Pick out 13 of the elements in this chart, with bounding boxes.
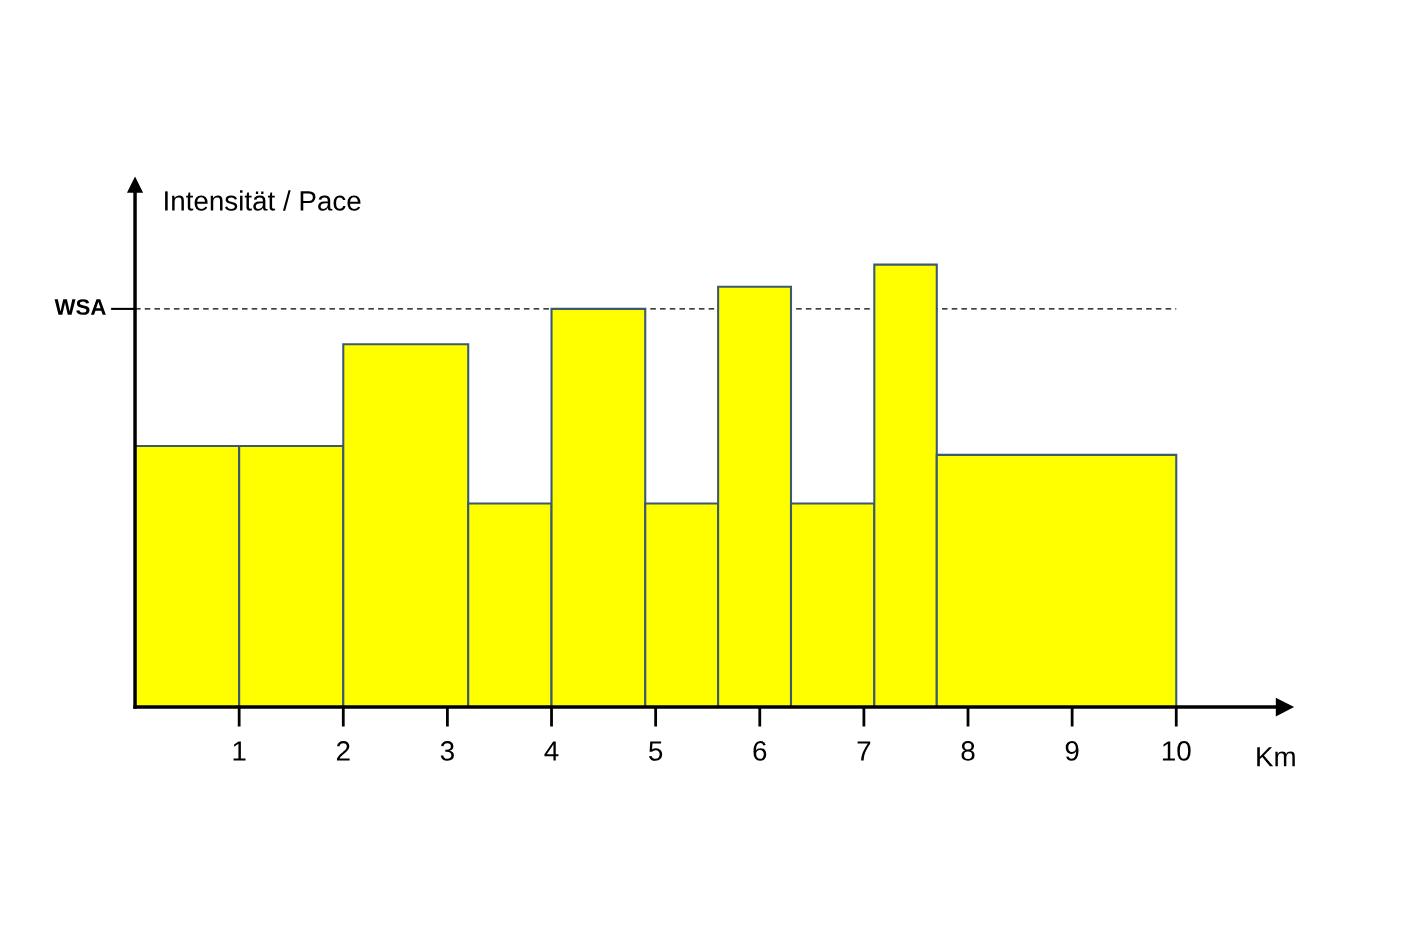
x-tick-label: 6 bbox=[753, 741, 767, 761]
x-tick-label: 9 bbox=[1065, 741, 1079, 761]
x-axis-title: Km bbox=[1257, 747, 1295, 767]
x-tick-label: 7 bbox=[857, 741, 871, 761]
x-tick-label: 10 bbox=[1162, 741, 1191, 761]
y-axis-title: Intensität / Pace bbox=[165, 190, 361, 211]
x-tick-label: 4 bbox=[544, 741, 559, 761]
x-tick-label: 5 bbox=[649, 741, 663, 761]
x-tick-label: 3 bbox=[440, 741, 454, 761]
x-tick-label: 8 bbox=[961, 741, 975, 761]
x-tick-label: 2 bbox=[336, 741, 350, 761]
x-tick-label: 1 bbox=[233, 741, 246, 761]
ref-line-label: WSA bbox=[54, 299, 106, 315]
